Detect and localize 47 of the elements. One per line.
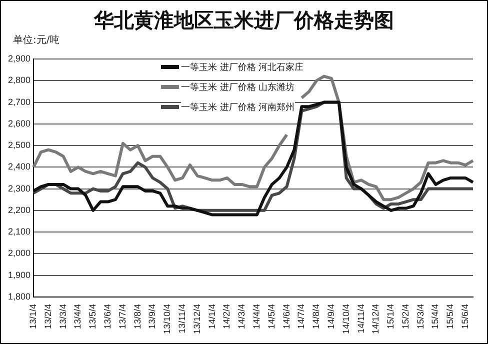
- x-tick-label: 15/3/4: [415, 304, 426, 330]
- y-tick-label: 2,200: [8, 204, 31, 215]
- y-tick-label: 2,800: [8, 75, 31, 86]
- x-tick-label: 13/10/4: [162, 304, 172, 334]
- x-tick-label: 13/2/4: [42, 304, 53, 330]
- x-tick-label: 14/5/4: [266, 304, 276, 330]
- y-tick-label: 2,400: [8, 162, 31, 172]
- x-tick-label: 15/2/4: [400, 304, 410, 330]
- x-tick-label: 15/5/4: [445, 304, 456, 330]
- y-tick-label: 1,800: [8, 291, 31, 302]
- x-tick-label: 15/1/4: [386, 304, 396, 330]
- x-tick-label: 13/7/4: [117, 304, 128, 330]
- x-tick-label: 14/3/4: [236, 304, 247, 330]
- x-tick-label: 14/9/4: [326, 304, 336, 330]
- x-tick-label: 15/4/4: [430, 304, 440, 330]
- x-tick-label: 14/12/4: [370, 304, 381, 334]
- x-tick-label: 13/1/4: [28, 304, 38, 330]
- y-tick-label: 2,300: [8, 183, 31, 194]
- x-tick-label: 13/12/4: [192, 304, 202, 334]
- y-tick-label: 2,700: [8, 96, 31, 107]
- x-tick-label: 14/11/4: [356, 304, 366, 334]
- y-axis-title: 单位:元/吨: [13, 34, 60, 47]
- y-tick-label: 2,100: [8, 226, 31, 237]
- legend-label: 一等玉米 进厂价格 河南郑州: [181, 100, 295, 114]
- x-tick-label: 14/1/4: [206, 304, 217, 330]
- x-tick-label: 14/4/4: [251, 304, 262, 330]
- chart-title: 华北黄淮地区玉米进厂价格走势图: [92, 7, 395, 34]
- x-tick-label: 13/8/4: [132, 304, 142, 330]
- y-tick-label: 1,900: [8, 270, 31, 280]
- x-tick-label: 13/9/4: [147, 304, 158, 330]
- x-tick-label: 14/2/4: [222, 304, 232, 330]
- x-tick-label: 15/6/4: [460, 304, 470, 330]
- x-tick-label: 13/6/4: [102, 304, 112, 330]
- y-tick-label: 2,900: [8, 53, 31, 64]
- x-tick-label: 13/5/4: [88, 304, 98, 330]
- x-tick-label: 14/10/4: [340, 304, 351, 334]
- y-tick-label: 2,600: [8, 118, 31, 128]
- x-tick-label: 13/3/4: [58, 304, 68, 330]
- legend-label: 一等玉米 进厂价格 山东潍坊: [181, 80, 295, 94]
- x-tick-label: 14/8/4: [311, 304, 322, 330]
- x-tick-label: 14/6/4: [281, 304, 292, 330]
- legend-label: 一等玉米 进厂价格 河北石家庄: [181, 60, 304, 74]
- x-tick-label: 13/4/4: [72, 304, 83, 330]
- x-tick-label: 13/11/4: [176, 304, 187, 334]
- y-tick-label: 2,500: [8, 140, 31, 150]
- y-tick-label: 2,000: [8, 248, 31, 258]
- x-tick-label: 14/7/4: [296, 304, 306, 330]
